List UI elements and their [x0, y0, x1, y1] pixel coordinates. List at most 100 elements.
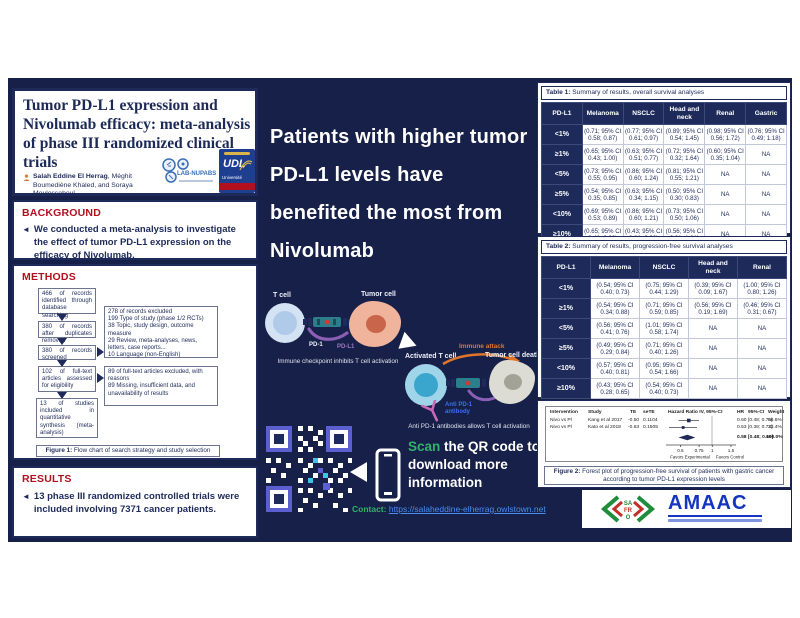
dead-tumor-cell-icon	[489, 360, 535, 404]
contact-link[interactable]: https://salaheddine-elherrag.owlstown.ne…	[388, 504, 546, 514]
poster-title: Tumor PD-L1 expression and Nivolumab eff…	[23, 97, 251, 171]
bullet-arrow-icon: ◄	[22, 225, 30, 234]
right-diagram-caption: Anti PD-1 antibodies allows T cell activ…	[408, 423, 530, 430]
table-cell: (0.54; 95% CI 0.40; 0.73)	[639, 378, 689, 399]
flow-box-articles-excluded: 89 of full-text articles excluded, with …	[104, 366, 218, 406]
table-cell: NA	[745, 164, 787, 185]
safro-logo: SA FR O	[600, 495, 656, 523]
table-cell: (0.77; 95% CI 0.61; 0.97)	[622, 124, 665, 145]
pd1-receptor-icon	[303, 317, 351, 327]
table-cell: NA	[688, 378, 738, 399]
results-panel: RESULTS ◄ 13 phase III randomized contro…	[12, 466, 258, 538]
scan-text: Scan the QR code to download more inform…	[408, 438, 558, 492]
table-cell: (1.00; 95% CI 0.80; 1.26)	[737, 278, 787, 299]
figure2-caption-label: Figure 2:	[553, 468, 581, 475]
table1-caption-label: Table 1:	[546, 89, 571, 96]
forest-header-study: Study	[588, 410, 602, 415]
forest-row2-sete: 0.1505	[643, 425, 658, 430]
table-cell: (1.01; 95% CI 0.58; 1.74)	[639, 318, 689, 339]
table-cell: (0.73; 95% CI 0.55; 0.95)	[581, 164, 624, 185]
table-cell: (0.57; 95% CI 0.40; 0.81)	[590, 358, 640, 379]
background-text: We conducted a meta-analysis to investig…	[33, 224, 236, 261]
row-label: <10%	[541, 358, 591, 379]
row-label: ≥5%	[541, 184, 583, 205]
contact-line: Contact: https://salaheddine-elherrag.ow…	[352, 504, 546, 514]
author-lead: Salah Eddine El Herrag	[33, 173, 108, 180]
table-cell: (0.86; 95% CI 0.60; 1.24)	[622, 164, 665, 185]
background-panel: BACKGROUND ◄ We conducted a meta-analysi…	[12, 200, 258, 261]
pdl1-label: PD-L1	[337, 344, 355, 350]
activated-t-cell-label: Activated T cell	[405, 353, 457, 360]
contact-label: Contact:	[352, 504, 389, 514]
table-cell: (0.69; 95% CI 0.53; 0.89)	[581, 204, 624, 225]
flow-box-fulltext: 102 of full-text articles assessed for e…	[38, 366, 96, 392]
flow-arrow-right-1-icon	[97, 347, 104, 357]
forest-tick-0: 0.5	[677, 448, 684, 453]
column-header: Gastric	[745, 102, 787, 125]
left-diagram-caption: Immune checkpoint inhibits T cell activa…	[277, 358, 399, 365]
table-cell: (0.75; 95% CI 0.44; 1.29)	[639, 278, 689, 299]
forest-favors-left: Favors Experimental	[670, 455, 709, 460]
figure1-caption-label: Figure 1:	[45, 447, 73, 454]
table2-caption-text: Summary of results, progression-free sur…	[570, 243, 733, 250]
table-cell: NA	[737, 358, 787, 379]
table-cell: (0.63; 95% CI 0.34; 1.15)	[622, 184, 665, 205]
table-cell: (0.81; 95% CI 0.55; 1.21)	[663, 164, 706, 185]
flow-box-screened: 380 of records screened	[38, 345, 96, 361]
table-cell: NA	[745, 204, 787, 225]
antibody-label-line2: antibody	[445, 409, 470, 415]
row-label: ≥10%	[541, 378, 591, 399]
forest-row1-sete: 0.1104	[643, 418, 658, 423]
author-person-icon	[23, 174, 30, 181]
table-cell: NA	[737, 378, 787, 399]
table-cell: NA	[688, 318, 738, 339]
table2-panel: Table 2: Summary of results, progression…	[537, 236, 791, 414]
column-header: Head and neck	[688, 256, 738, 279]
safro-label-mid: FR	[624, 508, 633, 514]
column-header: PD-L1	[541, 102, 583, 125]
table-cell: (0.50; 95% CI 0.30; 0.83)	[663, 184, 706, 205]
left-arrow-icon	[350, 462, 367, 482]
forest-header-plot: Hazard Ratio IV, 95%-CI	[668, 410, 723, 415]
forest-row1-hr: 0.60	[737, 418, 747, 423]
scan-line-1: Scan the QR code to	[408, 438, 558, 456]
figure1-caption: Figure 1: Flow chart of search strategy …	[36, 445, 220, 457]
results-heading: RESULTS	[22, 473, 72, 485]
column-header: Melanoma	[590, 256, 640, 279]
figure2-caption-text: Forest plot of progression-free survival…	[580, 468, 775, 483]
forest-plot: Intervention Study TE seTE Hazard Ratio …	[545, 406, 784, 462]
bullet-arrow-icon: ◄	[22, 492, 30, 501]
forest-header-ci: 95%-CI	[748, 410, 765, 415]
forest-row2-weight: 33.4%	[768, 425, 782, 430]
tumor-cell-death-label: Tumor cell death	[485, 352, 541, 359]
table-cell: NA	[704, 164, 747, 185]
forest-total-ci: [0.48; 0.69]	[748, 435, 774, 440]
anti-pd1-antibody-icon	[421, 400, 439, 422]
table-cell: (0.86; 95% CI 0.60; 1.21)	[622, 204, 665, 225]
data-table: PD-L1 Melanoma NSCLC Head and neck Renal Gast…	[541, 102, 787, 245]
table1-caption: Table 1: Summary of results, overall sur…	[541, 86, 787, 100]
column-header: NSCLC	[622, 102, 665, 125]
headline-line-4: Nivolumab	[270, 240, 375, 262]
table-cell: (0.98; 95% CI 0.56; 1.72)	[704, 124, 747, 145]
table2: PD-L1 Melanoma NSCLC Head and neck Renal <1%(…	[538, 256, 790, 399]
tumor-cell-icon	[349, 301, 401, 347]
scan-word: Scan	[408, 439, 441, 454]
row-label: <10%	[541, 204, 583, 225]
table-cell: (0.73; 95% CI 0.50; 1.06)	[663, 204, 706, 225]
figure2-panel: Intervention Study TE seTE Hazard Ratio …	[537, 400, 791, 488]
table-cell: (0.46; 95% CI 0.31; 0.67)	[737, 298, 787, 319]
figure2-caption: Figure 2: Forest plot of progression-fre…	[544, 466, 784, 485]
table-cell: NA	[704, 184, 747, 205]
background-heading: BACKGROUND	[22, 207, 101, 219]
table-cell: (0.54; 95% CI 0.40; 0.73)	[590, 278, 640, 299]
title-panel: Tumor PD-L1 expression and Nivolumab eff…	[12, 88, 258, 197]
table-cell: (0.54; 95% CI 0.34; 0.88)	[590, 298, 640, 319]
headline: Patients with higher tumor PD-L1 levels …	[270, 118, 534, 270]
table-cell: (0.39; 95% CI 0.09; 1.67)	[688, 278, 738, 299]
forest-row2-intervention: Nivo vs Pl	[550, 425, 572, 430]
forest-header-hr: HR	[737, 410, 745, 415]
table-cell: NA	[688, 358, 738, 379]
figure1-caption-text: Flow chart of search strategy and study …	[72, 447, 211, 454]
table1-caption-text: Summary of results, overall survival ana…	[570, 89, 705, 96]
